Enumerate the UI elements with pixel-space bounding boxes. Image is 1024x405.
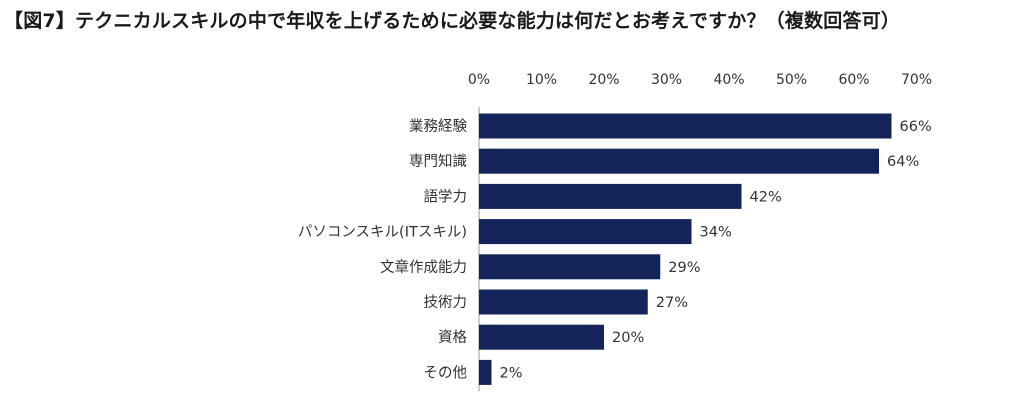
bar bbox=[479, 219, 692, 245]
x-tick-label: 40% bbox=[713, 72, 744, 88]
x-tick-label: 30% bbox=[651, 72, 682, 88]
x-tick-label: 20% bbox=[588, 72, 619, 88]
value-label: 29% bbox=[668, 260, 700, 276]
value-label: 64% bbox=[887, 154, 919, 170]
bar bbox=[479, 113, 892, 139]
value-label: 42% bbox=[750, 189, 782, 205]
value-label: 20% bbox=[612, 330, 644, 346]
value-label: 66% bbox=[900, 119, 932, 135]
bar bbox=[479, 254, 661, 280]
bar bbox=[479, 359, 492, 385]
category-label: 文章作成能力 bbox=[380, 258, 467, 276]
category-label: 専門知識 bbox=[409, 153, 467, 170]
bars bbox=[479, 113, 892, 385]
value-label: 27% bbox=[656, 295, 688, 311]
value-labels: 66% 64% 42% 34% 29% 27% 20% 2% bbox=[500, 119, 932, 381]
value-label: 2% bbox=[500, 365, 523, 381]
x-tick-label: 0% bbox=[468, 72, 490, 88]
category-label: 資格 bbox=[438, 329, 467, 346]
bar bbox=[479, 289, 648, 315]
x-tick-label: 70% bbox=[901, 72, 932, 88]
chart-title: 【図7】テクニカルスキルの中で年収を上げるために必要な能力は何だとお考えですか？… bbox=[4, 10, 901, 32]
x-tick-label: 10% bbox=[526, 72, 557, 88]
x-axis-ticks: 0% 10% 20% 30% 40% 50% 60% 70% bbox=[468, 72, 932, 88]
category-label: 業務経験 bbox=[409, 118, 467, 135]
bar bbox=[479, 183, 742, 209]
category-label: 語学力 bbox=[424, 188, 468, 205]
x-tick-label: 60% bbox=[838, 72, 869, 88]
x-tick-label: 50% bbox=[776, 72, 807, 88]
bar bbox=[479, 324, 604, 350]
category-label: その他 bbox=[424, 364, 468, 381]
bar bbox=[479, 148, 879, 174]
category-label: 技術力 bbox=[424, 294, 468, 311]
category-label: パソコンスキル(ITスキル) bbox=[298, 224, 467, 241]
value-label: 34% bbox=[700, 225, 732, 241]
